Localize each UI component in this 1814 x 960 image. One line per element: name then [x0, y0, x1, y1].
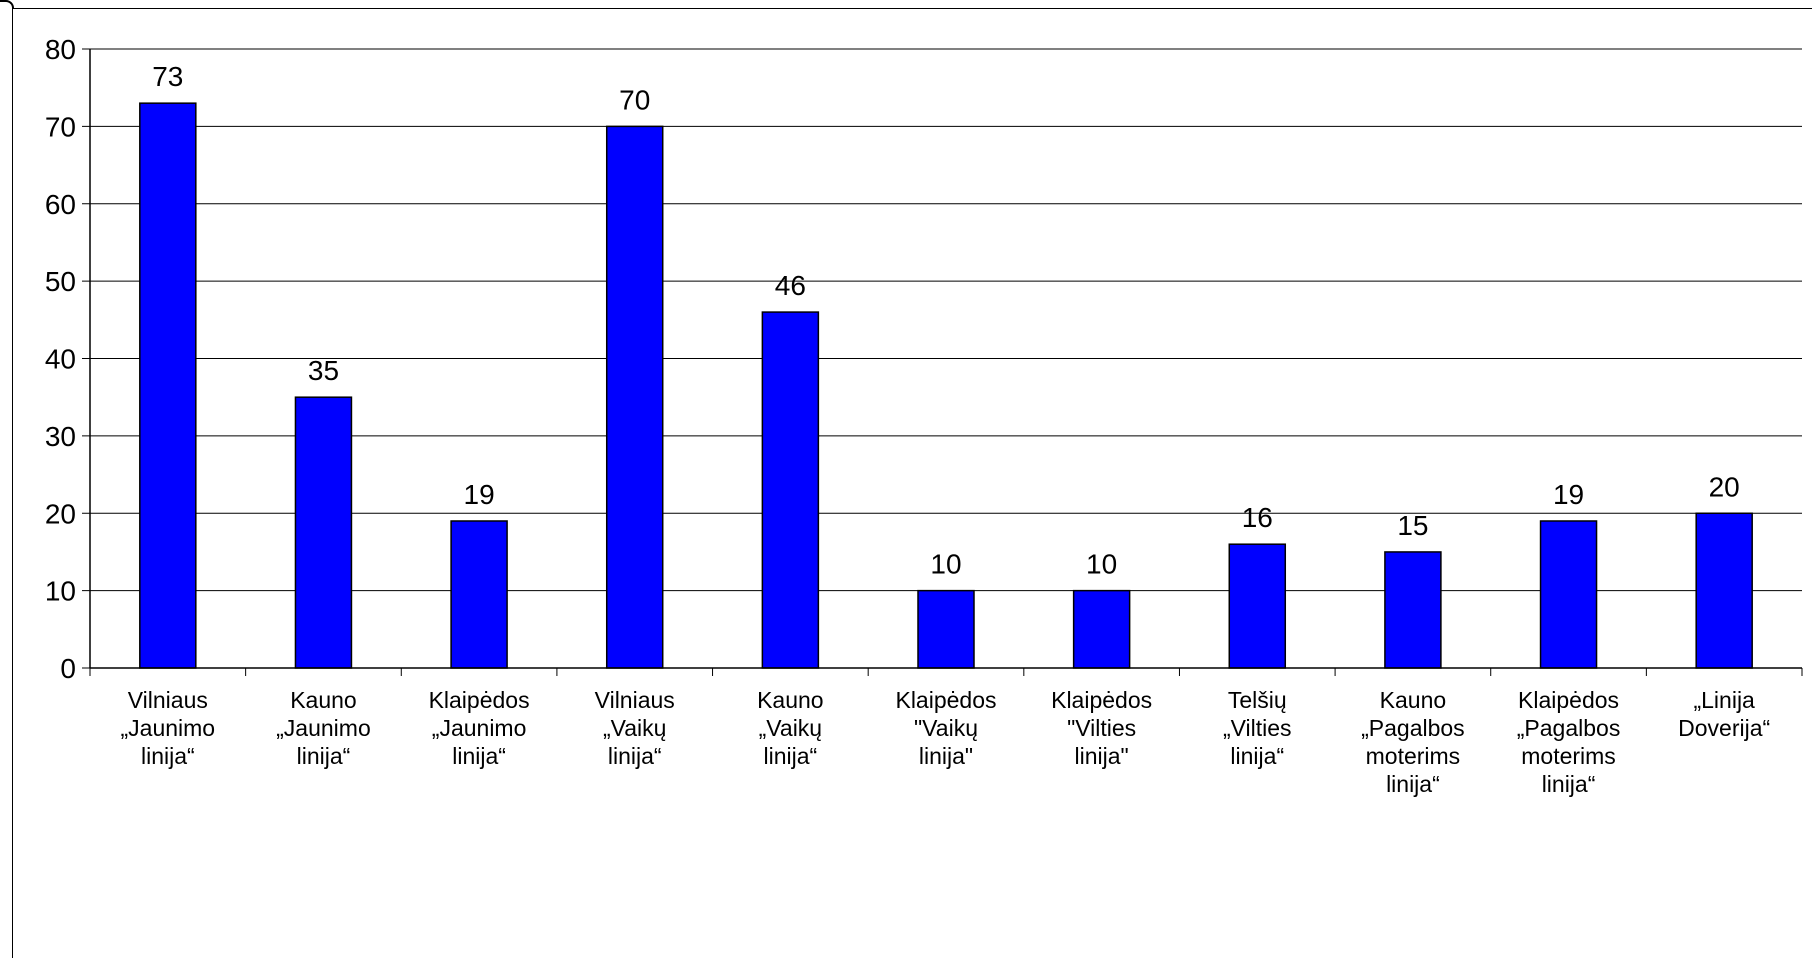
- x-category-label-line: linija": [919, 743, 973, 769]
- bar: [450, 520, 508, 669]
- x-category-label-line: „Jaunimo: [432, 715, 527, 741]
- x-category-label-line: Kauno: [290, 687, 357, 713]
- x-category-label-line: Vilniaus: [595, 687, 675, 713]
- x-category-label-line: Kauno: [757, 687, 824, 713]
- data-label: 16: [1242, 502, 1273, 533]
- x-category-label-line: Telšių: [1228, 687, 1287, 713]
- x-category-label-line: „Linija: [1693, 687, 1755, 713]
- x-category-label-line: Klaipėdos: [895, 687, 996, 713]
- x-category-label-line: linija“: [297, 743, 351, 769]
- data-label: 73: [152, 61, 183, 92]
- y-tick-label: 70: [45, 111, 76, 142]
- x-category-label-line: "Vilties: [1067, 715, 1136, 741]
- bar: [1384, 551, 1442, 669]
- x-category-label: Klaipėdos „Pagalbos moterims linija“: [1517, 687, 1621, 797]
- x-category-labels: Vilniaus „Jaunimo linija“Kauno „Jaunimo lini…: [121, 687, 1771, 797]
- x-category-label: Vilniaus „Vaikų linija“: [595, 687, 675, 769]
- x-category-label: Klaipėdos „Jaunimo linija“: [429, 687, 530, 769]
- x-category-label-line: Klaipėdos: [1051, 687, 1152, 713]
- bar: [139, 102, 197, 669]
- x-category-label: Kauno „Pagalbos moterims linija“: [1361, 687, 1465, 797]
- x-category-label-line: Vilniaus: [128, 687, 208, 713]
- x-category-label-line: linija“: [1386, 771, 1440, 797]
- bar: [294, 396, 353, 669]
- x-category-label-line: Klaipėdos: [1518, 687, 1619, 713]
- chart-frame: [12, 8, 1812, 958]
- x-category-label-line: „Pagalbos: [1517, 715, 1621, 741]
- x-category-label-line: Kauno: [1380, 687, 1447, 713]
- data-label: 19: [464, 479, 495, 510]
- bar: [917, 589, 975, 669]
- corner-mark: [0, 0, 14, 8]
- x-category-label-line: „Vaikų: [603, 715, 667, 741]
- axes: [82, 48, 1803, 676]
- data-label: 35: [308, 355, 339, 386]
- x-category-label-line: moterims: [1521, 743, 1616, 769]
- bar: [761, 311, 820, 669]
- x-category-label-line: „Vaikų: [759, 715, 823, 741]
- x-category-label: Telšių „Vilties linija“: [1223, 687, 1292, 769]
- y-tick-label: 60: [45, 189, 76, 220]
- data-label: 20: [1709, 471, 1740, 502]
- x-category-label-line: Klaipėdos: [429, 687, 530, 713]
- y-tick-label: 40: [45, 344, 76, 375]
- bar: [1539, 520, 1598, 669]
- x-category-label-line: linija“: [1542, 771, 1596, 797]
- y-tick-label: 10: [45, 576, 76, 607]
- data-label: 10: [930, 549, 961, 580]
- x-category-label: Vilniaus „Jaunimo linija“: [121, 687, 216, 769]
- x-category-label-line: linija“: [141, 743, 195, 769]
- x-category-label-line: „Pagalbos: [1361, 715, 1465, 741]
- data-label: 10: [1086, 549, 1117, 580]
- y-tick-label: 0: [60, 653, 76, 684]
- bar: [1695, 512, 1753, 669]
- y-tick-label: 20: [45, 498, 76, 529]
- x-category-label-line: moterims: [1366, 743, 1461, 769]
- x-category-label-line: linija": [1075, 743, 1129, 769]
- y-tick-label: 50: [45, 266, 76, 297]
- bar: [605, 125, 664, 669]
- y-tick-label: 30: [45, 421, 76, 452]
- x-category-label-line: „Jaunimo: [276, 715, 371, 741]
- data-label: 19: [1553, 479, 1584, 510]
- x-category-label: Kauno „Jaunimo linija“: [276, 687, 371, 769]
- x-category-label-line: linija“: [764, 743, 818, 769]
- x-category-label-line: linija“: [608, 743, 662, 769]
- x-category-label-line: "Vaikų: [914, 715, 978, 741]
- x-category-label-line: „Vilties: [1223, 715, 1292, 741]
- gridlines: [90, 48, 1802, 592]
- data-label: 70: [619, 84, 650, 115]
- bars: [139, 102, 1753, 669]
- data-label: 15: [1397, 510, 1428, 541]
- x-category-label-line: linija“: [1230, 743, 1284, 769]
- y-tick-labels: 0 10 20 30 40 50 60 70 80: [45, 34, 76, 684]
- x-category-label-line: Doverija“: [1678, 715, 1770, 741]
- x-category-label: Klaipėdos "Vilties linija": [1051, 687, 1152, 769]
- x-category-label: Kauno „Vaikų linija“: [757, 687, 824, 769]
- x-category-label-line: „Jaunimo: [121, 715, 216, 741]
- data-labels: 73 35 19 70 46 10 10 16 15 19 20: [152, 61, 1740, 579]
- data-label: 46: [775, 270, 806, 301]
- bar: [1072, 589, 1131, 669]
- x-category-label-line: linija“: [452, 743, 506, 769]
- y-tick-label: 80: [45, 34, 76, 65]
- bar: [1228, 543, 1287, 669]
- x-category-label: Klaipėdos "Vaikų linija": [895, 687, 996, 769]
- x-category-label: „Linija Doverija“: [1678, 687, 1770, 741]
